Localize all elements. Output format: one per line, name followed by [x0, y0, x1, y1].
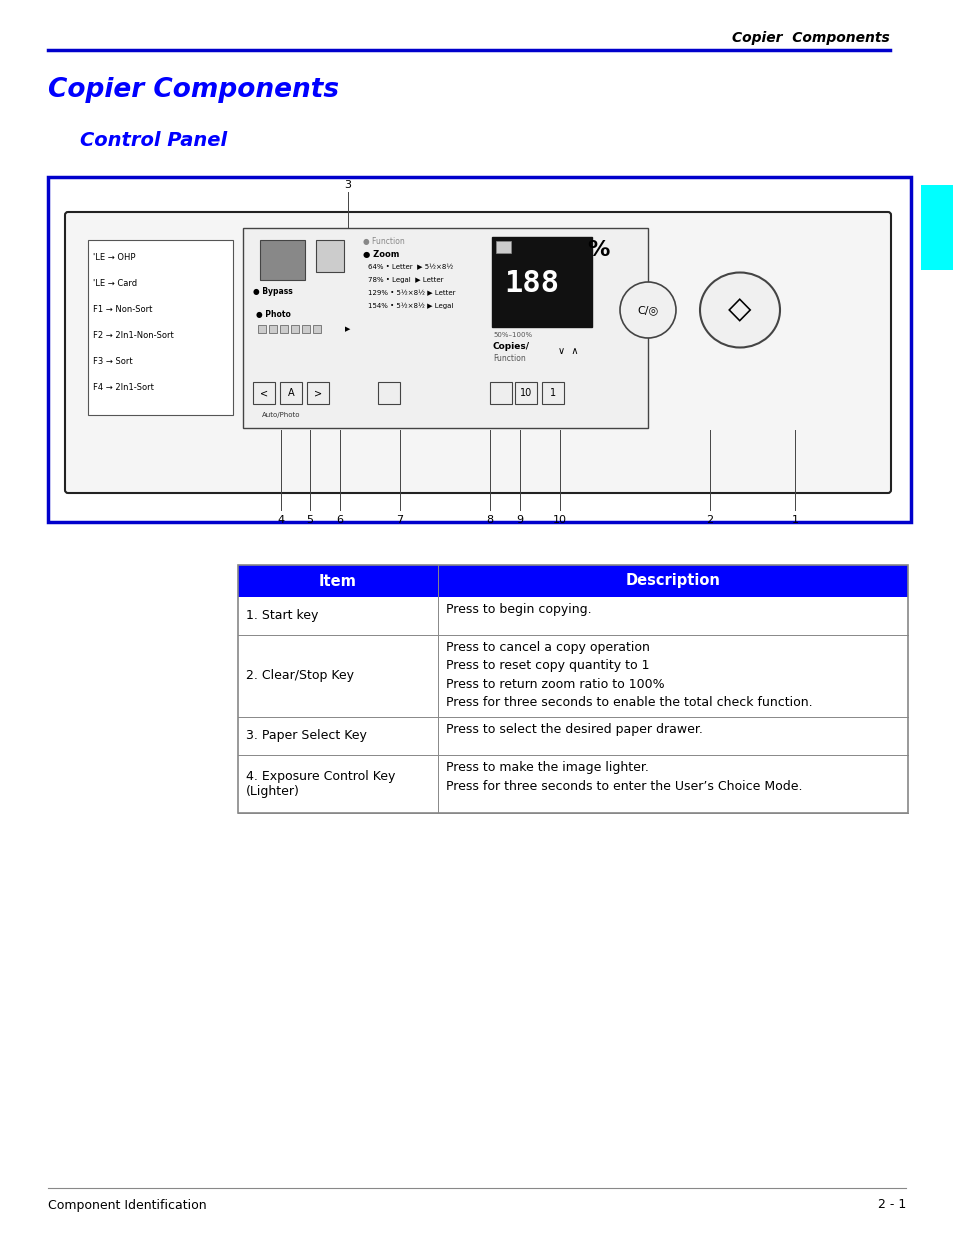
Text: Description: Description — [625, 573, 720, 589]
Text: Auto/Photo: Auto/Photo — [261, 412, 300, 417]
Circle shape — [619, 282, 676, 338]
Text: Copier  Components: Copier Components — [732, 31, 889, 44]
Text: Copies/: Copies/ — [493, 342, 530, 351]
Bar — [253, 382, 274, 404]
Bar — [307, 382, 329, 404]
Bar — [541, 382, 563, 404]
Text: 1: 1 — [549, 388, 556, 398]
Text: 154% • 5½×8½ ▶ Legal: 154% • 5½×8½ ▶ Legal — [368, 303, 453, 309]
Bar — [920, 185, 953, 270]
Bar — [237, 564, 907, 813]
Bar — [237, 564, 907, 597]
Bar — [237, 635, 907, 718]
Bar — [377, 382, 399, 404]
Text: Control Panel: Control Panel — [80, 131, 227, 149]
Text: 2: 2 — [706, 515, 713, 525]
Text: ● Function: ● Function — [363, 237, 404, 246]
Bar — [280, 382, 302, 404]
Text: Press to cancel a copy operation
Press to reset copy quantity to 1
Press to retu: Press to cancel a copy operation Press t… — [446, 641, 812, 709]
Text: 10: 10 — [519, 388, 532, 398]
Text: C/◎: C/◎ — [637, 305, 658, 315]
Text: ● Photo: ● Photo — [255, 310, 290, 319]
Text: 10: 10 — [553, 515, 566, 525]
Text: ▶: ▶ — [345, 326, 351, 332]
Bar — [515, 382, 537, 404]
Text: Function: Function — [493, 354, 525, 363]
Text: 4. Exposure Control Key
(Lighter): 4. Exposure Control Key (Lighter) — [246, 769, 395, 798]
Bar — [257, 325, 266, 333]
Text: ● Bypass: ● Bypass — [253, 287, 293, 296]
Text: Component Identification: Component Identification — [48, 1198, 207, 1212]
Text: 6: 6 — [336, 515, 343, 525]
Text: 1: 1 — [791, 515, 798, 525]
Text: 'LE → OHP: 'LE → OHP — [92, 253, 135, 263]
Bar — [48, 177, 910, 522]
Bar — [492, 237, 592, 327]
Bar — [490, 382, 512, 404]
Text: 188: 188 — [504, 268, 559, 298]
Text: 1. Start key: 1. Start key — [246, 610, 318, 622]
Text: Press to begin copying.: Press to begin copying. — [446, 603, 591, 616]
Bar — [237, 718, 907, 755]
Text: 3: 3 — [344, 180, 351, 190]
Bar — [269, 325, 276, 333]
Text: %: % — [586, 240, 609, 261]
Bar — [302, 325, 310, 333]
Text: 4: 4 — [277, 515, 284, 525]
Bar — [260, 240, 305, 280]
Text: A: A — [288, 388, 294, 398]
Ellipse shape — [700, 273, 780, 347]
Text: F4 → 2In1-Sort: F4 → 2In1-Sort — [92, 384, 153, 393]
Text: Press to select the desired paper drawer.: Press to select the desired paper drawer… — [446, 722, 702, 736]
Text: >: > — [314, 388, 322, 398]
Text: Item: Item — [318, 573, 356, 589]
Bar — [237, 597, 907, 635]
Bar — [313, 325, 320, 333]
Text: F3 → Sort: F3 → Sort — [92, 357, 132, 367]
Text: 5: 5 — [306, 515, 314, 525]
Text: 8: 8 — [486, 515, 493, 525]
Bar — [237, 755, 907, 813]
Text: 50%–100%: 50%–100% — [493, 332, 532, 338]
Text: 2 - 1: 2 - 1 — [877, 1198, 905, 1212]
Text: Press to make the image lighter.
Press for three seconds to enter the User’s Cho: Press to make the image lighter. Press f… — [446, 761, 801, 793]
Text: 64% • Letter  ▶ 5½×8½: 64% • Letter ▶ 5½×8½ — [368, 264, 453, 270]
Text: 78% • Legal  ▶ Letter: 78% • Legal ▶ Letter — [368, 277, 443, 283]
Text: <: < — [259, 388, 268, 398]
Text: 3. Paper Select Key: 3. Paper Select Key — [246, 730, 367, 742]
Text: ● Zoom: ● Zoom — [363, 249, 399, 259]
Bar — [291, 325, 298, 333]
Text: F2 → 2In1-Non-Sort: F2 → 2In1-Non-Sort — [92, 331, 173, 341]
Text: 7: 7 — [396, 515, 403, 525]
Text: F1 → Non-Sort: F1 → Non-Sort — [92, 305, 152, 315]
Text: 'LE → Card: 'LE → Card — [92, 279, 137, 289]
FancyBboxPatch shape — [65, 212, 890, 493]
Bar — [88, 240, 233, 415]
Text: ◇: ◇ — [727, 295, 751, 325]
Text: 2. Clear/Stop Key: 2. Clear/Stop Key — [246, 669, 354, 683]
Bar — [280, 325, 288, 333]
Text: 9: 9 — [516, 515, 523, 525]
Text: Copier Components: Copier Components — [48, 77, 338, 103]
Text: ∨  ∧: ∨ ∧ — [558, 346, 578, 356]
Bar — [496, 241, 511, 253]
Text: 129% • 5½×8½ ▶ Letter: 129% • 5½×8½ ▶ Letter — [368, 290, 455, 296]
Bar — [243, 228, 647, 429]
Bar — [315, 240, 344, 272]
